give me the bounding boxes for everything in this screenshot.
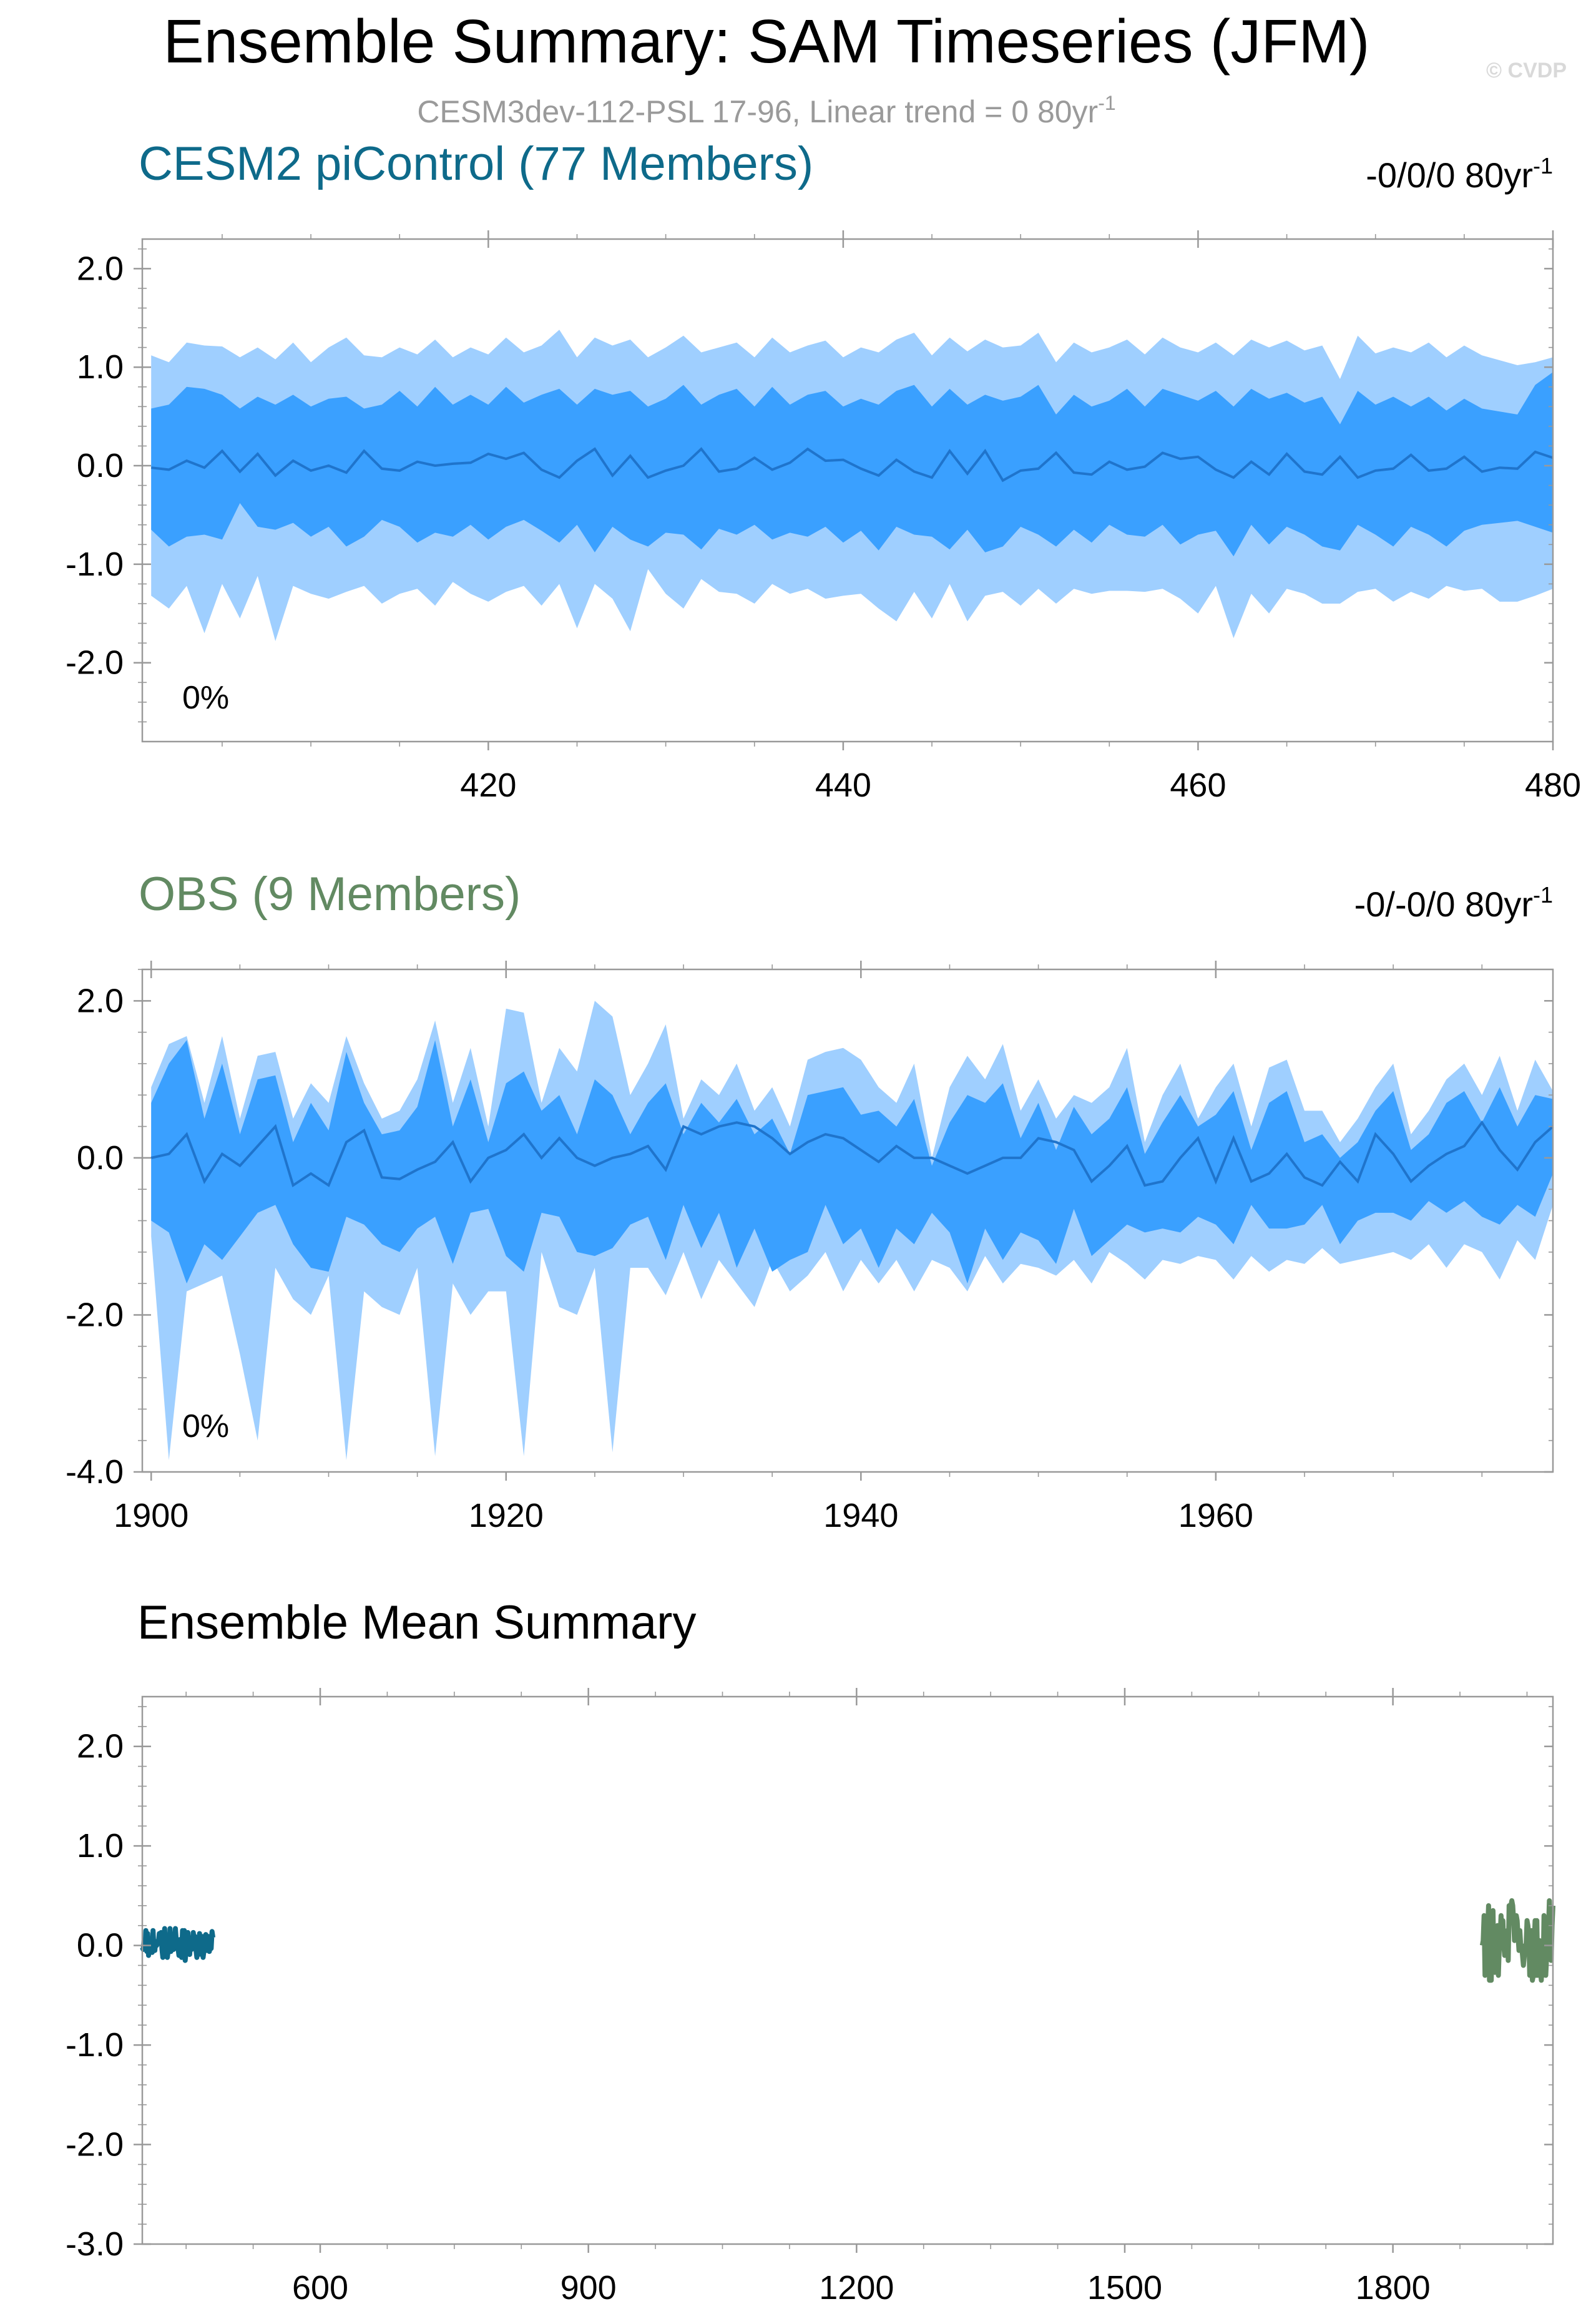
panel-obs-percent-label: 0% [182,1408,229,1444]
panel-cesm2-percent-label: 0% [182,680,229,716]
panel-mean-cesm2-line [140,1926,216,1963]
panel-obs-plot-area: 2.0 0.0 -2.0 -4.0 1900 1920 1940 1960 [66,961,1554,1534]
panel-mean-y-tick-label: 2.0 [77,1728,124,1765]
panel-cesm2-y-tick-label: 1.0 [77,348,124,386]
panel-obs-x-tick-label: 1900 [114,1497,188,1534]
cvdp-watermark: © CVDP [1486,59,1567,82]
panel-cesm2-trend: -0/0/0 80yr-1 [1366,153,1553,195]
panel-obs-x-tick-label: 1940 [823,1497,898,1534]
figure-subtitle: CESM3dev-112-PSL 17-96, Linear trend = 0… [417,92,1115,129]
panel-cesm2-x-tick-label: 480 [1525,767,1581,804]
panel-mean-plot-area: 2.0 1.0 0.0 -1.0 -2.0 -3.0 600 900 1200 1500 1800 [66,1688,1555,2307]
panel-cesm2-trend-text: -0/0/0 80yr [1366,155,1533,195]
panel-cesm2-ensemble-mean-line [150,447,1554,483]
panel-obs-y-tick-label: -4.0 [66,1453,124,1491]
panel-obs-x-tick-label: 1960 [1178,1497,1253,1534]
panel-obs-title: OBS (9 Members) [139,868,521,921]
panel-mean-x-tick-label: 1500 [1087,2269,1162,2307]
panel-obs-y-tick-label: 0.0 [77,1139,124,1177]
panel-mean-x-tick-label: 1800 [1356,2269,1431,2307]
panel-obs-ensemble-mean-line [150,1120,1554,1188]
panel-obs-x-tick-label: 1920 [469,1497,544,1534]
panel-cesm2-y-tick-label: -2.0 [66,644,124,682]
panel-cesm2-x-tick-label: 440 [815,767,871,804]
panel-cesm2-frame [141,238,1554,743]
panel-mean-y-tick-label: 1.0 [77,1827,124,1865]
panel-obs-y-tick-label: -2.0 [66,1296,124,1333]
panel-obs-trend-text: -0/-0/0 80yr [1354,885,1533,924]
panel-obs-inner-band [151,1040,1554,1284]
panel-mean-y-tick-label: 0.0 [77,1927,124,1964]
panel-mean-y-tick-label: -2.0 [66,2126,124,2164]
panel-cesm2-x-tick-label: 420 [460,767,516,804]
panel-cesm2-picontrol: CESM2 piControl (77 Members) -0/0/0 80yr… [66,137,1581,804]
panel-cesm2-y-tick-label: 2.0 [77,250,124,287]
panel-mean-x-tick-label: 1200 [819,2269,894,2307]
panel-obs-y-tick-label: 2.0 [77,982,124,1019]
figure-subtitle-sup: -1 [1098,92,1115,114]
panel-cesm2-trend-sup: -1 [1533,153,1553,179]
panel-obs-trend: -0/-0/0 80yr-1 [1354,882,1553,924]
panel-obs-trend-sup: -1 [1533,882,1553,908]
panel-mean-x-tick-label: 900 [561,2269,617,2307]
panel-cesm2-plot-area: 2.0 1.0 0.0 -1.0 -2.0 420 440 460 480 [66,230,1581,804]
panel-obs: OBS (9 Members) -0/-0/0 80yr-1 2.0 0.0 -2.… [66,868,1554,1534]
panel-mean-title: Ensemble Mean Summary [137,1596,696,1649]
panel-ensemble-mean: Ensemble Mean Summary 2.0 1.0 0.0 -1.0 -2.0 -… [66,1596,1555,2307]
figure-subtitle-text: CESM3dev-112-PSL 17-96, Linear trend = 0… [417,94,1098,129]
panel-cesm2-title: CESM2 piControl (77 Members) [139,137,813,190]
panel-mean-x-tick-label: 600 [292,2269,348,2307]
panel-cesm2-y-tick-label: 0.0 [77,447,124,484]
panel-mean-y-tick-label: -1.0 [66,2026,124,2064]
panel-mean-obs-line [1479,1898,1555,1983]
figure-title: Ensemble Summary: SAM Timeseries (JFM) [163,7,1369,76]
panel-cesm2-x-tick-label: 460 [1170,767,1226,804]
panel-mean-y-tick-label: -3.0 [66,2225,124,2263]
panel-mean-frame [141,1695,1554,2245]
panel-cesm2-y-tick-label: -1.0 [66,546,124,583]
